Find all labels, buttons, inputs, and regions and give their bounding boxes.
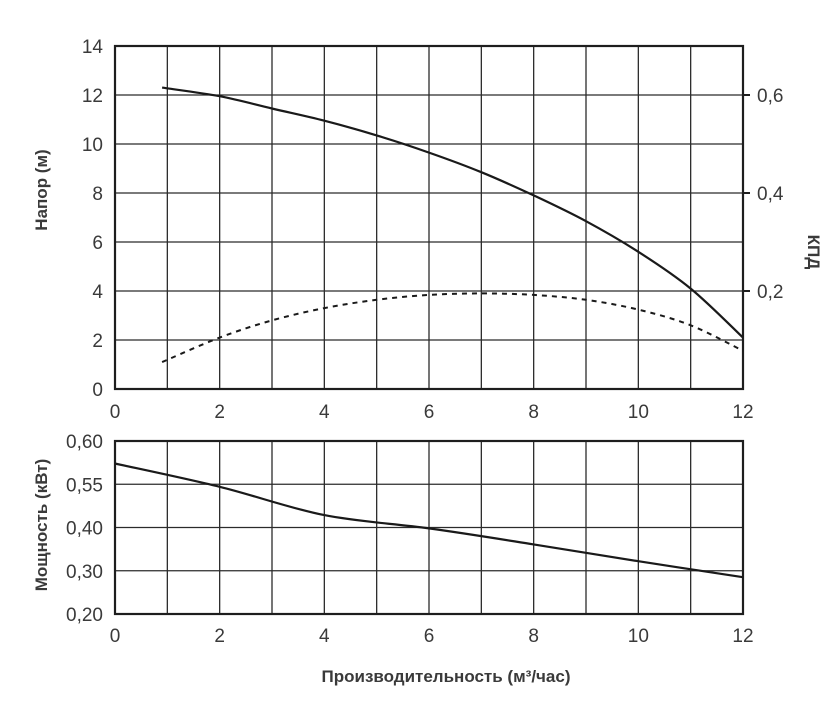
plot-frame bbox=[113, 44, 745, 391]
y2-tick-label: 0,2 bbox=[757, 282, 783, 303]
x-tick-label: 10 bbox=[628, 402, 649, 423]
x-tick-label: 2 bbox=[214, 402, 225, 423]
y-tick-label: 0,20 bbox=[66, 605, 103, 626]
power-curve bbox=[114, 462, 744, 579]
y-tick-label: 6 bbox=[92, 233, 103, 254]
y-tick-label: 8 bbox=[92, 184, 103, 205]
plot-frame bbox=[113, 439, 745, 616]
y-tick-label: 0,30 bbox=[66, 562, 103, 583]
flow-axis-title: Производительность (м³/час) bbox=[322, 667, 571, 686]
x-tick-label: 6 bbox=[424, 626, 435, 647]
y-tick-label: 0,40 bbox=[66, 519, 103, 540]
x-tick-label: 4 bbox=[319, 402, 330, 423]
y2-tick-label: 0,4 bbox=[757, 184, 784, 205]
x-tick-label: 8 bbox=[528, 626, 539, 647]
y-tick-label: 12 bbox=[82, 86, 103, 107]
y-tick-label: 0,60 bbox=[66, 432, 103, 453]
head-curve bbox=[161, 86, 744, 339]
x-tick-label: 0 bbox=[110, 402, 121, 423]
y2-tick-label: 0,6 bbox=[757, 86, 783, 107]
x-tick-label: 6 bbox=[424, 402, 435, 423]
efficiency-axis-title: КПД bbox=[804, 235, 823, 270]
y-tick-label: 4 bbox=[92, 282, 103, 303]
x-tick-label: 0 bbox=[110, 626, 121, 647]
y-tick-label: 2 bbox=[92, 331, 103, 352]
x-tick-label: 10 bbox=[628, 626, 649, 647]
x-tick-label: 12 bbox=[732, 626, 753, 647]
x-tick-label: 4 bbox=[319, 626, 330, 647]
head-axis-title: Напор (м) bbox=[32, 149, 51, 230]
y-tick-label: 0,55 bbox=[66, 475, 103, 496]
efficiency-curve bbox=[161, 292, 744, 364]
x-tick-label: 8 bbox=[528, 402, 539, 423]
x-tick-label: 12 bbox=[732, 402, 753, 423]
y-tick-label: 0 bbox=[92, 380, 103, 401]
y-tick-label: 10 bbox=[82, 135, 103, 156]
power-axis-title: Мощность (кВт) bbox=[32, 459, 51, 591]
x-tick-label: 2 bbox=[214, 626, 225, 647]
y-tick-label: 14 bbox=[82, 37, 104, 58]
